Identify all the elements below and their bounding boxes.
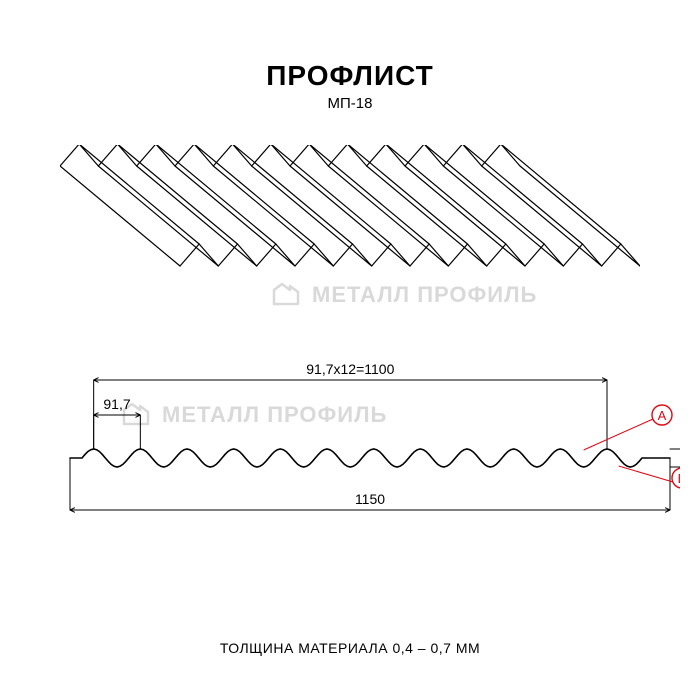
page-title: ПРОФЛИСТ [0,60,700,92]
material-thickness: ТОЛЩИНА МАТЕРИАЛА 0,4 – 0,7 ММ [0,640,700,656]
svg-text:B: B [678,471,680,486]
perspective-sheet [60,145,640,305]
page-subtitle: МП-18 [0,95,700,112]
profile-diagram: AB 91,7х12=110091,7115018 [40,360,680,530]
svg-text:91,7х12=1100: 91,7х12=1100 [306,361,394,377]
svg-text:A: A [658,408,667,423]
svg-text:91,7: 91,7 [103,396,130,412]
svg-text:1150: 1150 [355,491,385,507]
